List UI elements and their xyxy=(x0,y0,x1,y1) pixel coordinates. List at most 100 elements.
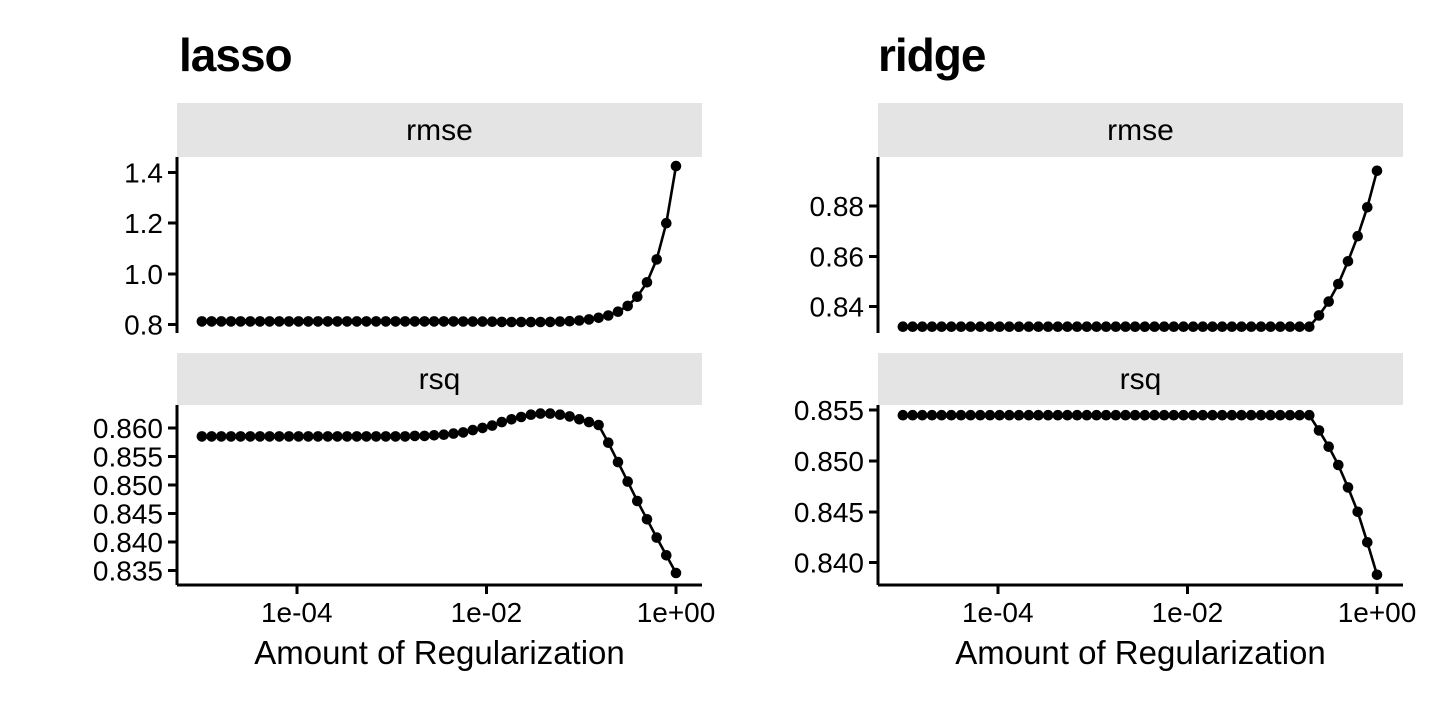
ridge-rsq-data-point xyxy=(1023,409,1035,421)
ridge-rsq-data-point xyxy=(1110,409,1122,421)
ridge-rsq-data-point xyxy=(1052,409,1064,421)
ridge-rmse-data-point xyxy=(1333,278,1344,290)
ridge-rmse-data-point xyxy=(1004,321,1015,333)
ridge-rmse-data-point xyxy=(975,321,986,333)
lasso-rsq-data-point xyxy=(206,431,217,442)
lasso-rsq-data-point xyxy=(661,550,672,561)
lasso-chart: lasso rmse 0.8 1.0 1.2 1.4 rsq 0.835 0.840 0.845… xyxy=(93,32,716,671)
ridge-rsq-data-point xyxy=(1275,409,1286,421)
lasso-rsq-data-point xyxy=(274,431,285,442)
ridge-rmse-data-point xyxy=(1042,321,1054,333)
ridge-rsq-data-point xyxy=(936,409,947,421)
lasso-rsq-data-point xyxy=(554,409,566,421)
lasso-rmse-data-point xyxy=(486,316,498,328)
ridge-rmse-data-point xyxy=(1371,165,1383,177)
lasso-rmse-data-point xyxy=(554,316,566,327)
ridge-rmse-data-point xyxy=(1226,321,1238,333)
lasso-rmse-data-point xyxy=(632,291,643,303)
ridge-rsq-data-point xyxy=(1245,409,1257,421)
lasso-rmse-data-point xyxy=(332,316,343,327)
ridge-rsq-y-tick-label: 0.850 xyxy=(794,446,864,477)
ridge-rmse-data-point xyxy=(984,321,996,333)
ridge-rsq-data-point xyxy=(1004,409,1015,421)
ridge-rsq-facet-strip xyxy=(878,353,1403,405)
ridge-rsq-data-point xyxy=(965,409,976,421)
ridge-rmse-data-point xyxy=(1275,321,1286,333)
lasso-rsq-data-point xyxy=(670,567,682,579)
ridge-rmse-data-point xyxy=(1342,255,1354,267)
ridge-rmse-data-point xyxy=(1023,321,1035,333)
lasso-rmse-data-point xyxy=(390,316,401,327)
lasso-rsq-data-point xyxy=(564,411,575,422)
ridge-rsq-data-point xyxy=(1187,409,1199,421)
ridge-rsq-data-point xyxy=(1062,409,1073,421)
ridge-rsq-y-tick-label: 0.840 xyxy=(794,548,864,579)
ridge-rsq-data-point xyxy=(1042,409,1054,421)
lasso-rmse-data-point xyxy=(670,160,682,172)
ridge-rsq-series-line xyxy=(901,413,1379,577)
lasso-rmse-data-point xyxy=(593,312,604,324)
lasso-rsq-data-point xyxy=(438,429,450,441)
lasso-rsq-data-point xyxy=(235,431,246,442)
lasso-rsq-data-point xyxy=(370,431,382,442)
lasso-rmse-data-point xyxy=(322,316,334,327)
ridge-rmse-data-point xyxy=(1187,321,1199,333)
ridge-rsq-data-point xyxy=(1207,409,1218,421)
lasso-rmse-data-point xyxy=(235,316,246,327)
lasso-rmse-data-point xyxy=(225,316,237,327)
lasso-rsq-data-point xyxy=(496,416,508,428)
lasso-x-tick-label: 1e+00 xyxy=(637,597,716,628)
lasso-x-axis-title: Amount of Regularization xyxy=(254,634,625,671)
ridge-rsq-data-point xyxy=(1129,409,1141,421)
ridge-rmse-data-point xyxy=(1323,296,1334,307)
ridge-rsq-data-point xyxy=(1149,409,1160,421)
lasso-rmse-data-point xyxy=(612,306,624,318)
lasso-rmse-data-point xyxy=(583,314,595,325)
lasso-rmse-data-point xyxy=(525,316,537,328)
ridge-rmse-data-point xyxy=(1178,321,1189,333)
lasso-rmse-data-point xyxy=(651,254,662,265)
ridge-rmse-data-point xyxy=(1100,321,1112,333)
ridge-rmse-data-point xyxy=(1294,321,1305,333)
lasso-rsq-data-point xyxy=(535,408,546,419)
ridge-rsq-data-point xyxy=(1352,506,1363,518)
lasso-rsq-data-point xyxy=(303,431,314,442)
lasso-rsq-data-point xyxy=(380,431,392,442)
lasso-rsq-y-tick-label: 0.860 xyxy=(93,413,163,444)
ridge-rmse-data-point xyxy=(965,321,976,333)
lasso-rsq-data-point xyxy=(399,431,411,442)
lasso-rsq-data-point xyxy=(612,456,624,468)
lasso-rmse-data-point xyxy=(622,300,633,312)
ridge-rmse-data-point xyxy=(1245,321,1257,333)
lasso-rsq-data-point xyxy=(361,431,372,442)
ridge-x-tick-label: 1e-02 xyxy=(1152,597,1224,628)
ridge-rmse-data-point xyxy=(926,321,938,333)
lasso-rmse-data-point xyxy=(448,316,459,327)
ridge-rsq-data-point xyxy=(1265,409,1276,421)
lasso-x-tick-label: 1e-04 xyxy=(261,597,333,628)
lasso-rmse-data-point xyxy=(661,217,672,229)
lasso-plot-canvas: rmse0.81.01.21.4rsq0.8350.8400.8450.8500… xyxy=(93,103,716,671)
ridge-rsq-data-point xyxy=(917,409,928,421)
lasso-rmse-data-point xyxy=(496,316,508,328)
lasso-rsq-data-point xyxy=(593,419,604,431)
lasso-rmse-data-point xyxy=(506,316,517,328)
ridge-rsq-data-point xyxy=(1168,409,1180,421)
lasso-rsq-data-point xyxy=(225,431,237,442)
ridge-rsq-data-point xyxy=(975,409,986,421)
lasso-rmse-data-point xyxy=(216,316,227,327)
lasso-rmse-data-point xyxy=(341,316,353,327)
ridge-rsq-data-point xyxy=(1139,409,1151,421)
lasso-rmse-y-tick-label: 1.2 xyxy=(124,208,163,239)
lasso-rmse-data-point xyxy=(409,316,421,327)
ridge-rmse-strip-label: rmse xyxy=(1107,114,1174,147)
lasso-rsq-data-point xyxy=(341,431,353,442)
lasso-rsq-data-point xyxy=(254,431,266,442)
ridge-rsq-data-point xyxy=(1255,409,1267,421)
ridge-rsq-data-point xyxy=(946,409,957,421)
lasso-rmse-data-point xyxy=(457,316,469,327)
ridge-rsq-data-point xyxy=(984,409,996,421)
ridge-rsq-data-point xyxy=(1342,482,1354,493)
ridge-rmse-data-point xyxy=(907,321,918,333)
lasso-rmse-data-point xyxy=(303,316,314,327)
